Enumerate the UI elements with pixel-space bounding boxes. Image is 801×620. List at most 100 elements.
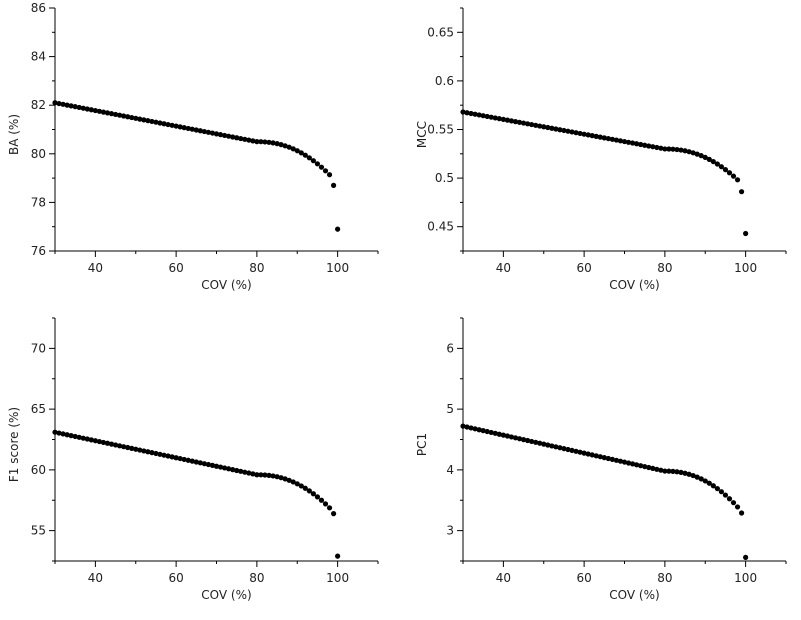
data-point — [246, 470, 252, 476]
y-tick-label: 6 — [446, 341, 454, 355]
data-point — [533, 439, 539, 445]
data-point — [743, 230, 749, 237]
data-point — [698, 153, 704, 159]
x-tick-label: 40 — [88, 571, 103, 585]
data-point — [577, 130, 583, 137]
data-point — [537, 123, 543, 129]
data-point — [121, 113, 127, 119]
data-point — [230, 134, 236, 140]
data-point — [706, 156, 712, 162]
data-point — [585, 132, 591, 138]
data-point — [250, 471, 256, 477]
data-point — [541, 441, 547, 447]
data-point — [734, 177, 741, 183]
y-tick-label: 82 — [31, 98, 46, 112]
data-point — [254, 472, 260, 478]
data-point — [674, 146, 680, 153]
y-tick-label: 84 — [31, 50, 46, 64]
data-point — [254, 139, 260, 145]
data-point — [88, 437, 94, 443]
data-point — [197, 128, 203, 134]
data-point — [217, 464, 224, 470]
data-point — [609, 136, 615, 142]
x-tick-label: 100 — [326, 571, 349, 585]
data-point — [129, 445, 135, 451]
data-point — [613, 457, 620, 463]
data-point — [678, 469, 684, 475]
data-point — [165, 121, 171, 128]
data-point — [557, 127, 563, 133]
data-point — [64, 102, 70, 108]
data-point — [476, 427, 482, 433]
data-point — [516, 119, 523, 125]
data-point — [617, 458, 624, 464]
data-point — [84, 106, 90, 112]
data-point — [625, 139, 632, 145]
data-point — [460, 109, 466, 115]
x-tick-label: 60 — [168, 261, 183, 275]
data-point — [512, 119, 519, 125]
data-point — [589, 133, 595, 139]
data-point — [173, 455, 179, 461]
data-point — [197, 460, 203, 466]
data-point — [157, 451, 163, 457]
x-tick-label: 60 — [576, 571, 591, 585]
data-point — [520, 120, 527, 126]
data-point — [617, 138, 624, 144]
data-point — [472, 111, 478, 117]
data-point — [722, 492, 729, 498]
data-point — [117, 112, 123, 118]
data-point — [290, 479, 296, 485]
data-point — [262, 472, 268, 478]
data-point — [569, 129, 575, 135]
data-point — [242, 469, 248, 475]
y-tick-label: 60 — [31, 463, 46, 477]
data-point — [100, 109, 107, 115]
data-point — [545, 124, 551, 131]
data-point — [270, 140, 276, 146]
data-point — [670, 468, 676, 474]
data-point — [189, 458, 195, 464]
data-point — [282, 476, 288, 482]
data-point — [314, 494, 321, 500]
data-point — [480, 113, 486, 119]
data-point — [533, 122, 539, 128]
data-point — [710, 483, 716, 489]
y-axis-title: MCC — [415, 121, 429, 148]
data-point — [294, 481, 300, 487]
data-point — [597, 134, 603, 140]
data-point — [226, 466, 232, 472]
data-point — [60, 431, 66, 437]
data-point — [678, 147, 684, 153]
data-point — [650, 144, 656, 150]
data-point — [84, 436, 90, 442]
data-point — [112, 111, 119, 118]
x-tick-label: 60 — [576, 261, 591, 275]
y-tick-label: 55 — [31, 524, 46, 538]
data-point — [718, 489, 725, 495]
data-point — [165, 453, 171, 459]
data-point — [464, 424, 470, 430]
y-tick-label: 5 — [446, 402, 454, 416]
data-point — [512, 435, 519, 441]
data-point — [302, 152, 308, 158]
data-point — [730, 173, 737, 179]
panel-mcc: 40 60 80 100 0.45 0.5 0.55 0.6 0.65 COV (%) MCC — [415, 7, 787, 292]
data-point — [654, 144, 660, 151]
data-point — [234, 467, 240, 474]
data-point — [601, 455, 607, 461]
data-point — [662, 146, 668, 152]
data-point — [104, 110, 111, 116]
x-axis-title: COV (%) — [609, 588, 659, 602]
y-tick-label: 78 — [31, 195, 46, 209]
data-point — [545, 442, 551, 448]
data-point — [609, 456, 615, 463]
data-point — [108, 111, 115, 117]
data-point — [201, 128, 207, 135]
data-point — [76, 104, 82, 111]
data-point — [698, 476, 704, 482]
data-point — [209, 462, 216, 468]
data-point — [68, 103, 74, 109]
data-point — [72, 104, 78, 110]
data-point — [185, 125, 191, 132]
